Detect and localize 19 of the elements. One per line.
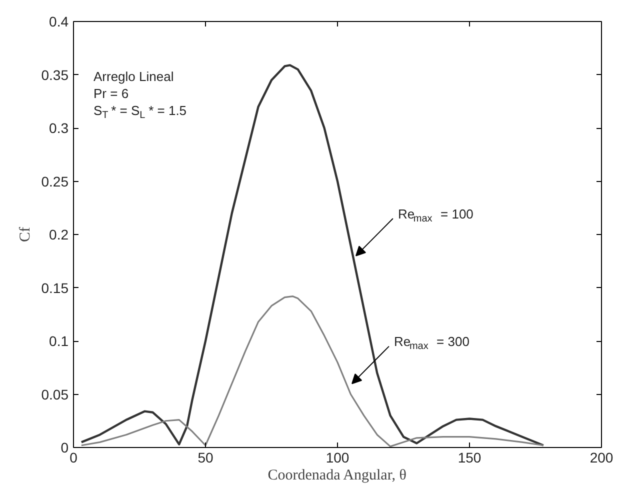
- y-tick-label: 0.25: [41, 173, 69, 190]
- y-tick-label: 0.4: [49, 14, 69, 30]
- x-axis-title: Coordenada Angular, θ: [268, 468, 406, 484]
- y-axis-title: Cf: [17, 226, 34, 242]
- x-tick-label: 50: [198, 450, 214, 466]
- y-tick-label: 0.3: [49, 120, 69, 136]
- y-tick-label: 0: [60, 440, 69, 456]
- x-tick-label: 200: [590, 450, 614, 466]
- y-tick-label: 0.35: [41, 66, 69, 83]
- annotation: Arreglo Lineal: [94, 69, 174, 84]
- x-tick-label: 150: [458, 450, 482, 466]
- y-tick-label: 0.15: [41, 280, 69, 296]
- y-tick-label: 0.1: [49, 333, 69, 349]
- x-tick-label: 100: [326, 450, 350, 466]
- line-series: [80, 295, 544, 448]
- y-tick-label: 0.05: [41, 386, 69, 402]
- line-series: [80, 64, 545, 446]
- y-tick-label: 0.2: [49, 226, 69, 242]
- annotation: Pr = 6: [94, 86, 129, 101]
